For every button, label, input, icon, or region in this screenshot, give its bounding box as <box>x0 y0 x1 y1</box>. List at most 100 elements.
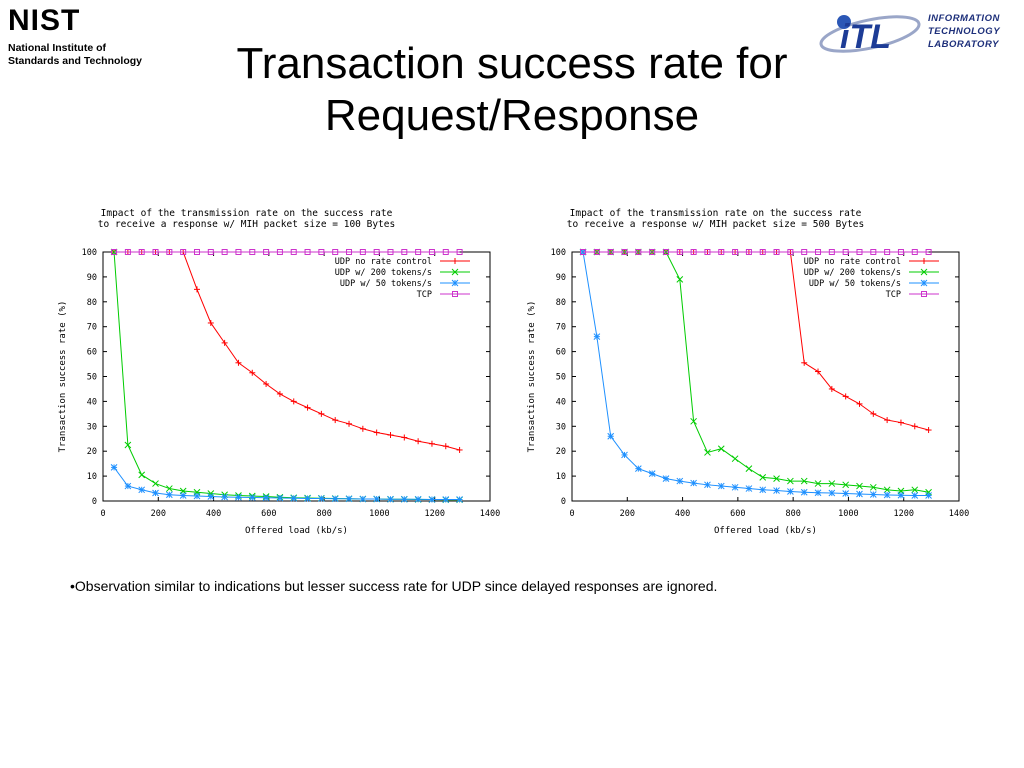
itl-globe-icon: iTL <box>819 15 921 56</box>
data-point <box>842 249 849 255</box>
y-tick-label: 50 <box>556 373 566 383</box>
data-point <box>621 451 628 459</box>
data-point <box>124 249 131 255</box>
data-point <box>745 249 752 255</box>
data-point <box>690 479 697 487</box>
legend-label: UDP w/ 50 tokens/s <box>809 279 901 289</box>
data-point <box>400 495 408 503</box>
data-point <box>911 249 918 255</box>
data-point <box>648 470 656 477</box>
data-point <box>883 486 891 494</box>
data-point <box>290 398 297 405</box>
y-tick-label: 80 <box>556 298 566 308</box>
nist-logo-line2: Standards and Technology <box>8 55 142 67</box>
data-point <box>346 420 353 427</box>
data-point <box>193 492 201 500</box>
data-point <box>607 432 615 440</box>
data-point <box>856 400 863 407</box>
data-point <box>925 427 932 434</box>
data-point <box>456 496 463 503</box>
data-point <box>165 485 173 492</box>
x-tick-label: 200 <box>620 509 635 519</box>
data-point <box>345 495 353 503</box>
y-tick-label: 100 <box>82 248 97 258</box>
chart-title: Impact of the transmission rate on the s… <box>570 208 862 219</box>
slide-title: Transaction success rate for Request/Res… <box>0 38 1024 142</box>
legend-marker <box>451 268 459 276</box>
y-tick-label: 80 <box>87 298 97 308</box>
y-tick-label: 90 <box>87 273 97 283</box>
data-point <box>401 249 408 255</box>
data-point <box>662 475 670 482</box>
data-point <box>787 249 794 255</box>
data-point <box>359 249 366 255</box>
x-tick-label: 1200 <box>424 509 444 519</box>
data-point <box>111 249 118 255</box>
chart-title: Impact of the transmission rate on the s… <box>101 208 393 219</box>
data-point <box>745 465 753 472</box>
data-point <box>911 492 919 499</box>
data-point <box>745 485 753 492</box>
data-point <box>207 249 214 255</box>
x-tick-label: 1000 <box>838 509 858 519</box>
data-point <box>856 249 863 255</box>
x-tick-label: 1200 <box>893 509 913 519</box>
data-point <box>800 488 808 496</box>
x-tick-label: 600 <box>261 509 276 519</box>
x-tick-label: 1400 <box>949 509 969 519</box>
data-point <box>359 425 366 432</box>
legend-label: UDP w/ 50 tokens/s <box>340 279 432 289</box>
data-point <box>593 333 601 341</box>
data-point <box>815 368 822 375</box>
data-point <box>801 249 808 255</box>
chart-left: Impact of the transmission rate on the s… <box>40 196 510 546</box>
data-point <box>373 495 381 503</box>
y-tick-label: 60 <box>87 348 97 358</box>
data-point <box>676 249 683 255</box>
y-tick-label: 70 <box>87 323 97 333</box>
data-point <box>897 249 904 255</box>
data-point <box>815 249 822 255</box>
x-tick-label: 400 <box>675 509 690 519</box>
x-tick-label: 200 <box>151 509 166 519</box>
data-point <box>828 480 836 487</box>
y-tick-label: 20 <box>87 447 97 457</box>
data-point <box>124 441 132 449</box>
data-point <box>221 493 228 501</box>
itl-line-3: LABORATORY <box>928 39 999 50</box>
legend-label: UDP w/ 200 tokens/s <box>335 268 432 278</box>
series-2 <box>579 248 932 499</box>
data-point <box>318 495 325 502</box>
data-point <box>152 480 159 487</box>
legend-marker <box>452 291 458 297</box>
data-point <box>842 481 850 489</box>
y-tick-label: 20 <box>556 447 566 457</box>
legend-marker <box>452 258 458 264</box>
data-point <box>373 249 380 255</box>
x-tick-label: 600 <box>730 509 745 519</box>
data-point <box>193 286 200 293</box>
itl-line-1: INFORMATION <box>928 13 1000 24</box>
data-point <box>456 249 463 255</box>
data-point <box>207 493 215 500</box>
data-point <box>387 249 394 255</box>
x-tick-label: 400 <box>206 509 221 519</box>
data-point <box>649 249 656 255</box>
itl-logo: iTL <box>818 8 1022 56</box>
legend-marker <box>921 291 927 297</box>
series-line <box>113 251 460 501</box>
series-2 <box>110 464 463 503</box>
data-point <box>414 495 422 503</box>
data-point <box>828 489 836 497</box>
data-point <box>359 495 367 503</box>
observation-bullet: •Observation similar to indications but … <box>70 578 718 594</box>
data-point <box>276 249 283 255</box>
data-point <box>138 249 145 255</box>
data-point <box>165 491 173 499</box>
x-tick-label: 800 <box>785 509 800 519</box>
data-point <box>884 417 891 424</box>
data-point <box>331 495 339 503</box>
data-point <box>387 432 394 439</box>
data-point <box>580 249 587 255</box>
